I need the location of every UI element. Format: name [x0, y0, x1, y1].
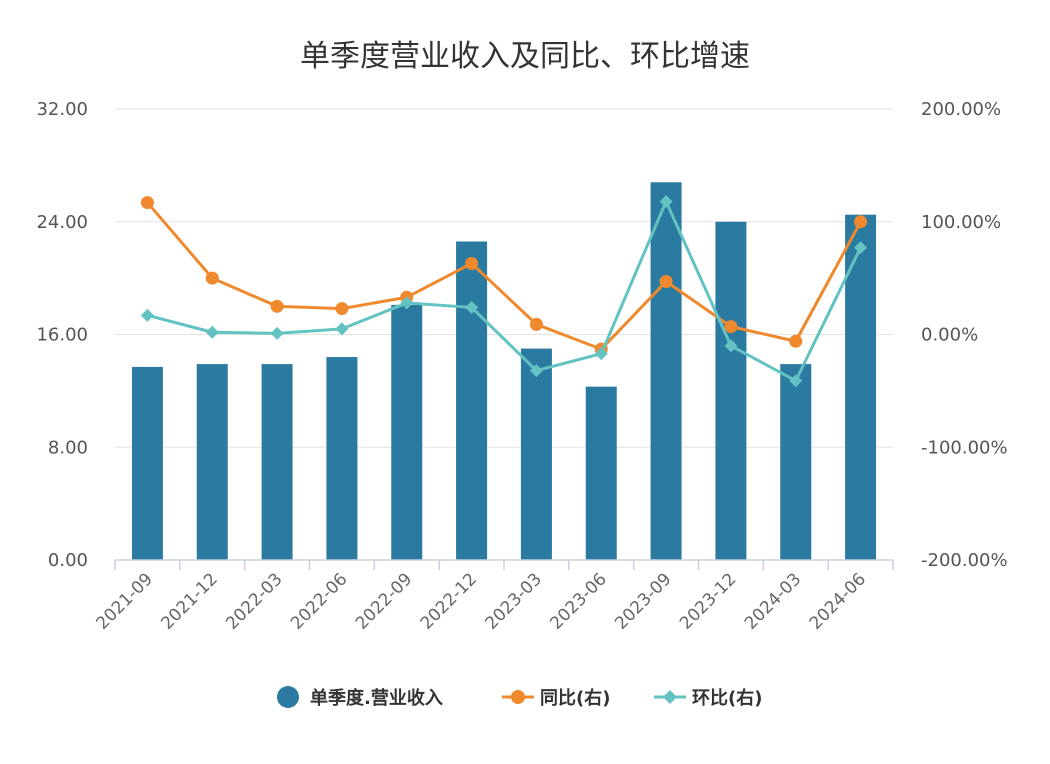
right-y-tick-label: 100.00%	[921, 212, 1001, 233]
point-marker	[594, 347, 608, 361]
point-marker	[140, 196, 154, 210]
left-y-tick-label: 16.00	[36, 325, 88, 346]
bar	[520, 348, 552, 560]
point-marker	[465, 300, 479, 314]
chart-title: 单季度营业收入及同比、环比增速	[300, 39, 750, 74]
right-y-tick-label: 200.00%	[921, 99, 1001, 120]
point-marker	[400, 296, 414, 310]
x-tick-label: 2024-06	[806, 569, 870, 633]
point-marker	[465, 256, 479, 270]
right-y-tick-label: 0.00%	[921, 325, 978, 346]
point-marker	[659, 275, 673, 289]
legend-swatch	[663, 690, 677, 704]
point-marker	[789, 334, 803, 348]
x-tick-label: 2022-09	[352, 569, 416, 633]
point-marker	[724, 339, 738, 353]
line-series	[140, 194, 868, 388]
point-marker	[724, 320, 738, 334]
legend: 单季度.营业收入 同比(右) 环比(右)	[277, 686, 762, 709]
right-y-tick-label: -200.00%	[921, 550, 1008, 571]
bar	[391, 304, 423, 560]
bar	[780, 364, 812, 560]
point-marker	[854, 241, 868, 255]
left-y-tick-label: 8.00	[48, 437, 88, 458]
bar	[326, 357, 358, 560]
right-y-axis-ticks: -200.00% -100.00% 0.00% 100.00% 200.00%	[921, 99, 1008, 571]
x-tick-label: 2021-09	[93, 569, 157, 633]
x-tick-label: 2022-03	[222, 569, 286, 633]
legend-swatch	[277, 686, 299, 708]
bar	[261, 364, 293, 560]
bar	[845, 214, 877, 560]
x-tick-label: 2023-09	[611, 569, 675, 633]
legend-label: 同比(右)	[540, 687, 610, 709]
point-marker	[270, 326, 284, 340]
right-y-tick-label: -100.00%	[921, 437, 1008, 458]
bar	[131, 366, 163, 560]
x-axis-ticks: 2021-09 2021-12 2022-03 2022-06 2022-09 2022-…	[93, 569, 871, 633]
legend-label: 环比(右)	[692, 687, 762, 709]
left-y-tick-label: 24.00	[36, 212, 88, 233]
point-marker	[854, 215, 868, 229]
point-marker	[335, 322, 349, 336]
point-marker	[659, 194, 673, 208]
legend-swatch	[511, 690, 525, 704]
x-tick-label: 2022-12	[417, 569, 481, 633]
bar	[456, 241, 488, 560]
left-y-tick-label: 32.00	[36, 99, 88, 120]
x-tick-label: 2023-03	[482, 569, 546, 633]
bar	[650, 182, 682, 560]
bar-series	[131, 182, 877, 560]
series-line	[146, 201, 862, 351]
point-marker	[205, 271, 219, 285]
left-y-axis-ticks: 0.00 8.00 16.00 24.00 32.00	[36, 99, 88, 571]
x-axis	[114, 559, 894, 570]
bar	[585, 386, 617, 560]
point-marker	[270, 299, 284, 313]
x-tick-label: 2024-03	[741, 569, 805, 633]
bar	[196, 364, 228, 560]
x-tick-label: 2023-12	[676, 569, 740, 633]
point-marker	[205, 325, 219, 339]
legend-label: 单季度.营业收入	[310, 687, 443, 709]
point-marker	[789, 374, 803, 388]
x-tick-label: 2023-06	[546, 569, 610, 633]
point-marker	[335, 302, 349, 316]
point-marker	[529, 364, 543, 378]
x-tick-label: 2021-12	[157, 569, 221, 633]
bar	[715, 221, 747, 560]
point-marker	[140, 308, 154, 322]
left-y-tick-label: 0.00	[48, 550, 88, 571]
series-line	[147, 199, 862, 383]
point-marker	[529, 317, 543, 331]
x-tick-label: 2022-06	[287, 569, 351, 633]
grid-lines	[115, 108, 893, 448]
